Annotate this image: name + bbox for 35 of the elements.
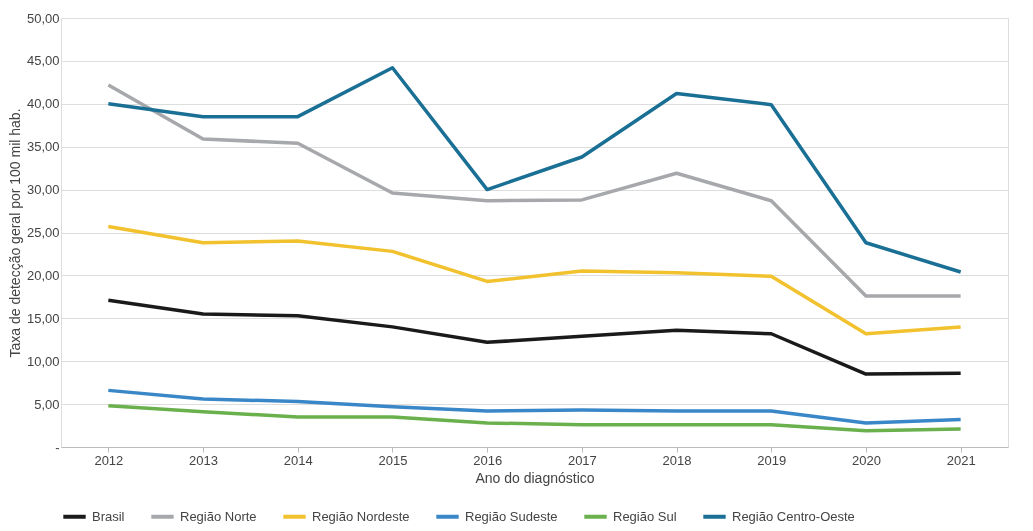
y-tick-label: 45,00 <box>26 53 60 69</box>
y-tick-label: 35,00 <box>26 139 60 155</box>
line-series <box>106 224 963 336</box>
line-series <box>106 66 963 274</box>
x-tick-label: 2019 <box>757 452 787 468</box>
x-tick-label: 2015 <box>378 452 408 468</box>
y-tick-label: 10,00 <box>26 353 60 369</box>
legend-label: Região Sudeste <box>465 508 558 524</box>
legend-label: Região Nordeste <box>312 508 410 524</box>
x-tick-label: 2021 <box>946 452 976 468</box>
x-tick-label: 2013 <box>189 452 219 468</box>
x-tick-label: 2012 <box>94 452 124 468</box>
legend-label: Região Centro-Oeste <box>732 508 855 524</box>
y-tick-label: 40,00 <box>26 96 60 112</box>
x-tick-label: 2020 <box>851 452 881 468</box>
y-tick-label: 15,00 <box>26 310 60 326</box>
y-tick-label: 5,00 <box>34 396 60 412</box>
line-series <box>106 404 963 433</box>
x-tick-label: 2014 <box>283 452 313 468</box>
legend-label: Brasil <box>92 508 125 524</box>
x-tick-label: 2017 <box>567 452 597 468</box>
y-axis-title: Taxa de detecção geral por 100 mil hab. <box>6 108 23 358</box>
y-tick-label: - <box>55 439 60 455</box>
y-tick-label: 20,00 <box>26 267 60 283</box>
line-series <box>106 83 963 298</box>
x-tick-label: 2016 <box>473 452 503 468</box>
x-axis-title: Ano do diagnóstico <box>475 469 595 486</box>
x-tick-label: 2018 <box>662 452 692 468</box>
y-tick-label: 25,00 <box>26 225 60 240</box>
y-tick-label: 50,00 <box>26 10 60 26</box>
legend-label: Região Sul <box>613 508 677 524</box>
line-series <box>106 388 963 425</box>
y-tick-label: 30,00 <box>26 182 60 198</box>
line-series <box>106 298 963 376</box>
legend-label: Região Norte <box>180 508 257 524</box>
